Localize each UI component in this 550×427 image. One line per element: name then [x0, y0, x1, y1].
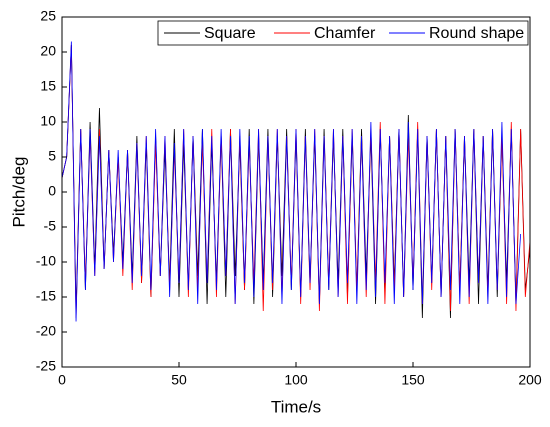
y-tick-label: -20 [36, 323, 56, 339]
x-tick-label: 150 [401, 372, 425, 388]
y-tick-label: -5 [44, 218, 57, 234]
x-tick-label: 100 [284, 372, 308, 388]
legend-label: Chamfer [314, 25, 376, 42]
y-tick-label: -25 [36, 358, 56, 374]
y-tick-label: 5 [48, 148, 56, 164]
series-line [61, 41, 522, 322]
legend: Square Chamfer Round shape [157, 20, 529, 46]
x-axis-title: Time/s [271, 397, 321, 416]
y-tick-label: 20 [40, 43, 56, 59]
y-tick-label: 0 [48, 183, 56, 199]
y-tick-label: 25 [40, 8, 56, 24]
x-tick-label: 50 [171, 372, 187, 388]
plot-frame [61, 16, 531, 368]
y-tick-label: -10 [36, 253, 56, 269]
y-tick-label: -15 [36, 288, 56, 304]
y-axis-title: Pitch/deg [9, 157, 28, 228]
x-tick-label: 200 [518, 372, 542, 388]
legend-box [157, 20, 529, 46]
legend-label: Round shape [429, 25, 524, 42]
legend-label: Square [204, 25, 256, 42]
y-tick-label: 10 [40, 113, 56, 129]
x-tick-label: 0 [58, 372, 66, 388]
y-tick-label: 15 [40, 78, 56, 94]
